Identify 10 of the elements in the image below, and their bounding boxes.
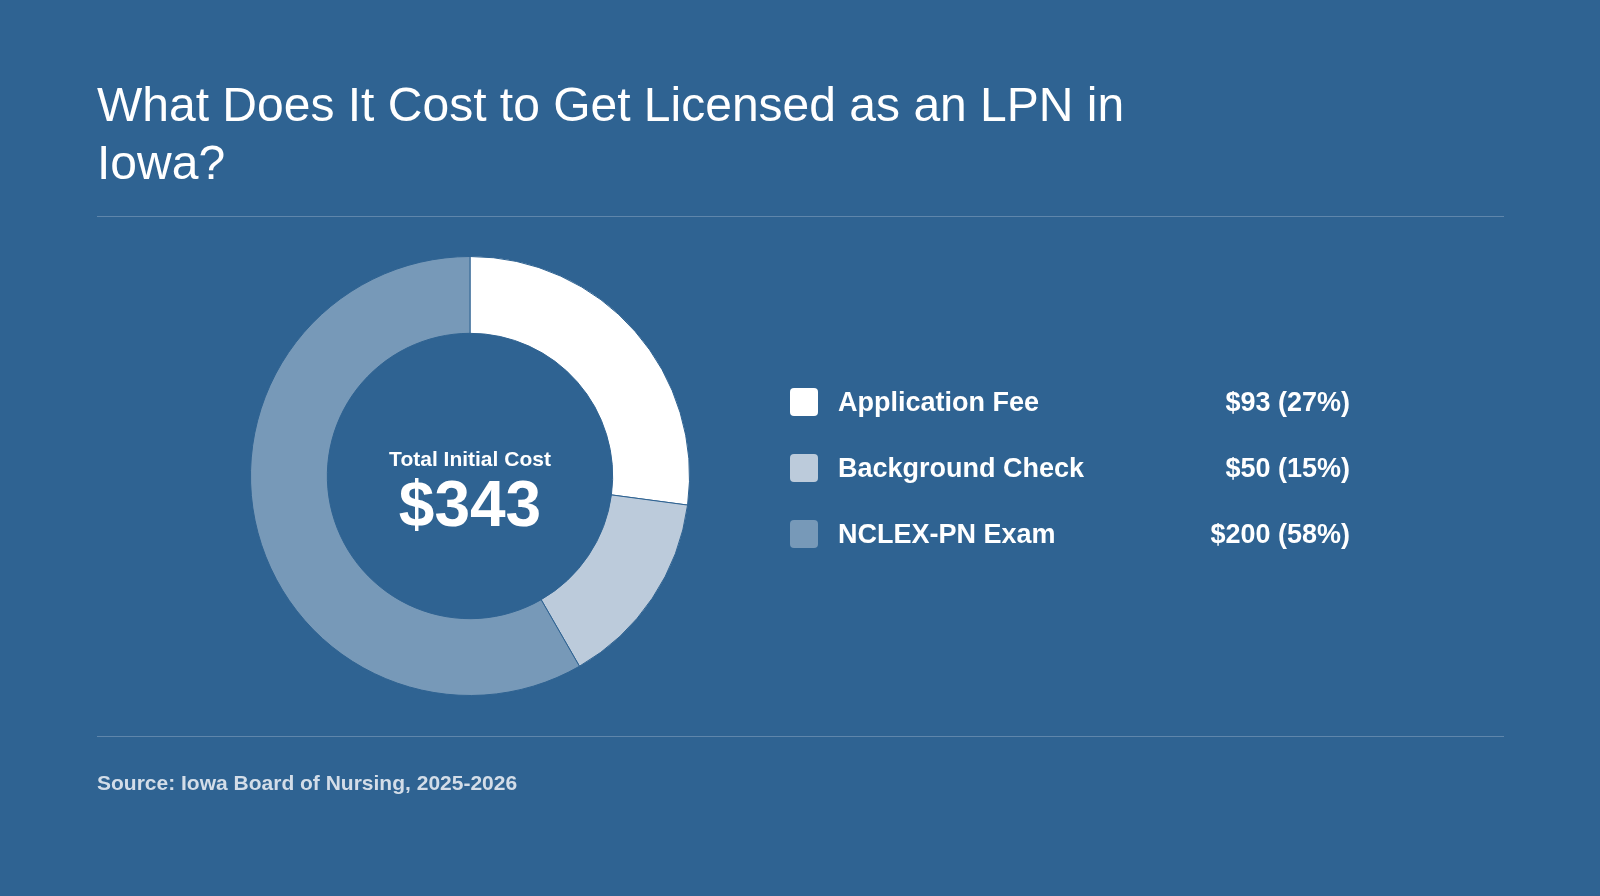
legend-label: Background Check [838, 452, 1086, 484]
data-label: $93 (27%) [1225, 386, 1350, 418]
text: $343 [398, 468, 542, 540]
data-label: $50 (15%) [1225, 452, 1350, 484]
data-label: $200 (58%) [1210, 518, 1350, 550]
source-note: Source: Iowa Board of Nursing, 2025-2026 [97, 771, 518, 795]
text: Total Initial Cost [389, 447, 551, 470]
legend-label: Application Fee [838, 386, 1041, 418]
chart-title: What Does It Cost to Get Licensed as an LPN in Iowa? [97, 77, 1126, 191]
legend-label: NCLEX-PN Exam [838, 518, 1057, 550]
